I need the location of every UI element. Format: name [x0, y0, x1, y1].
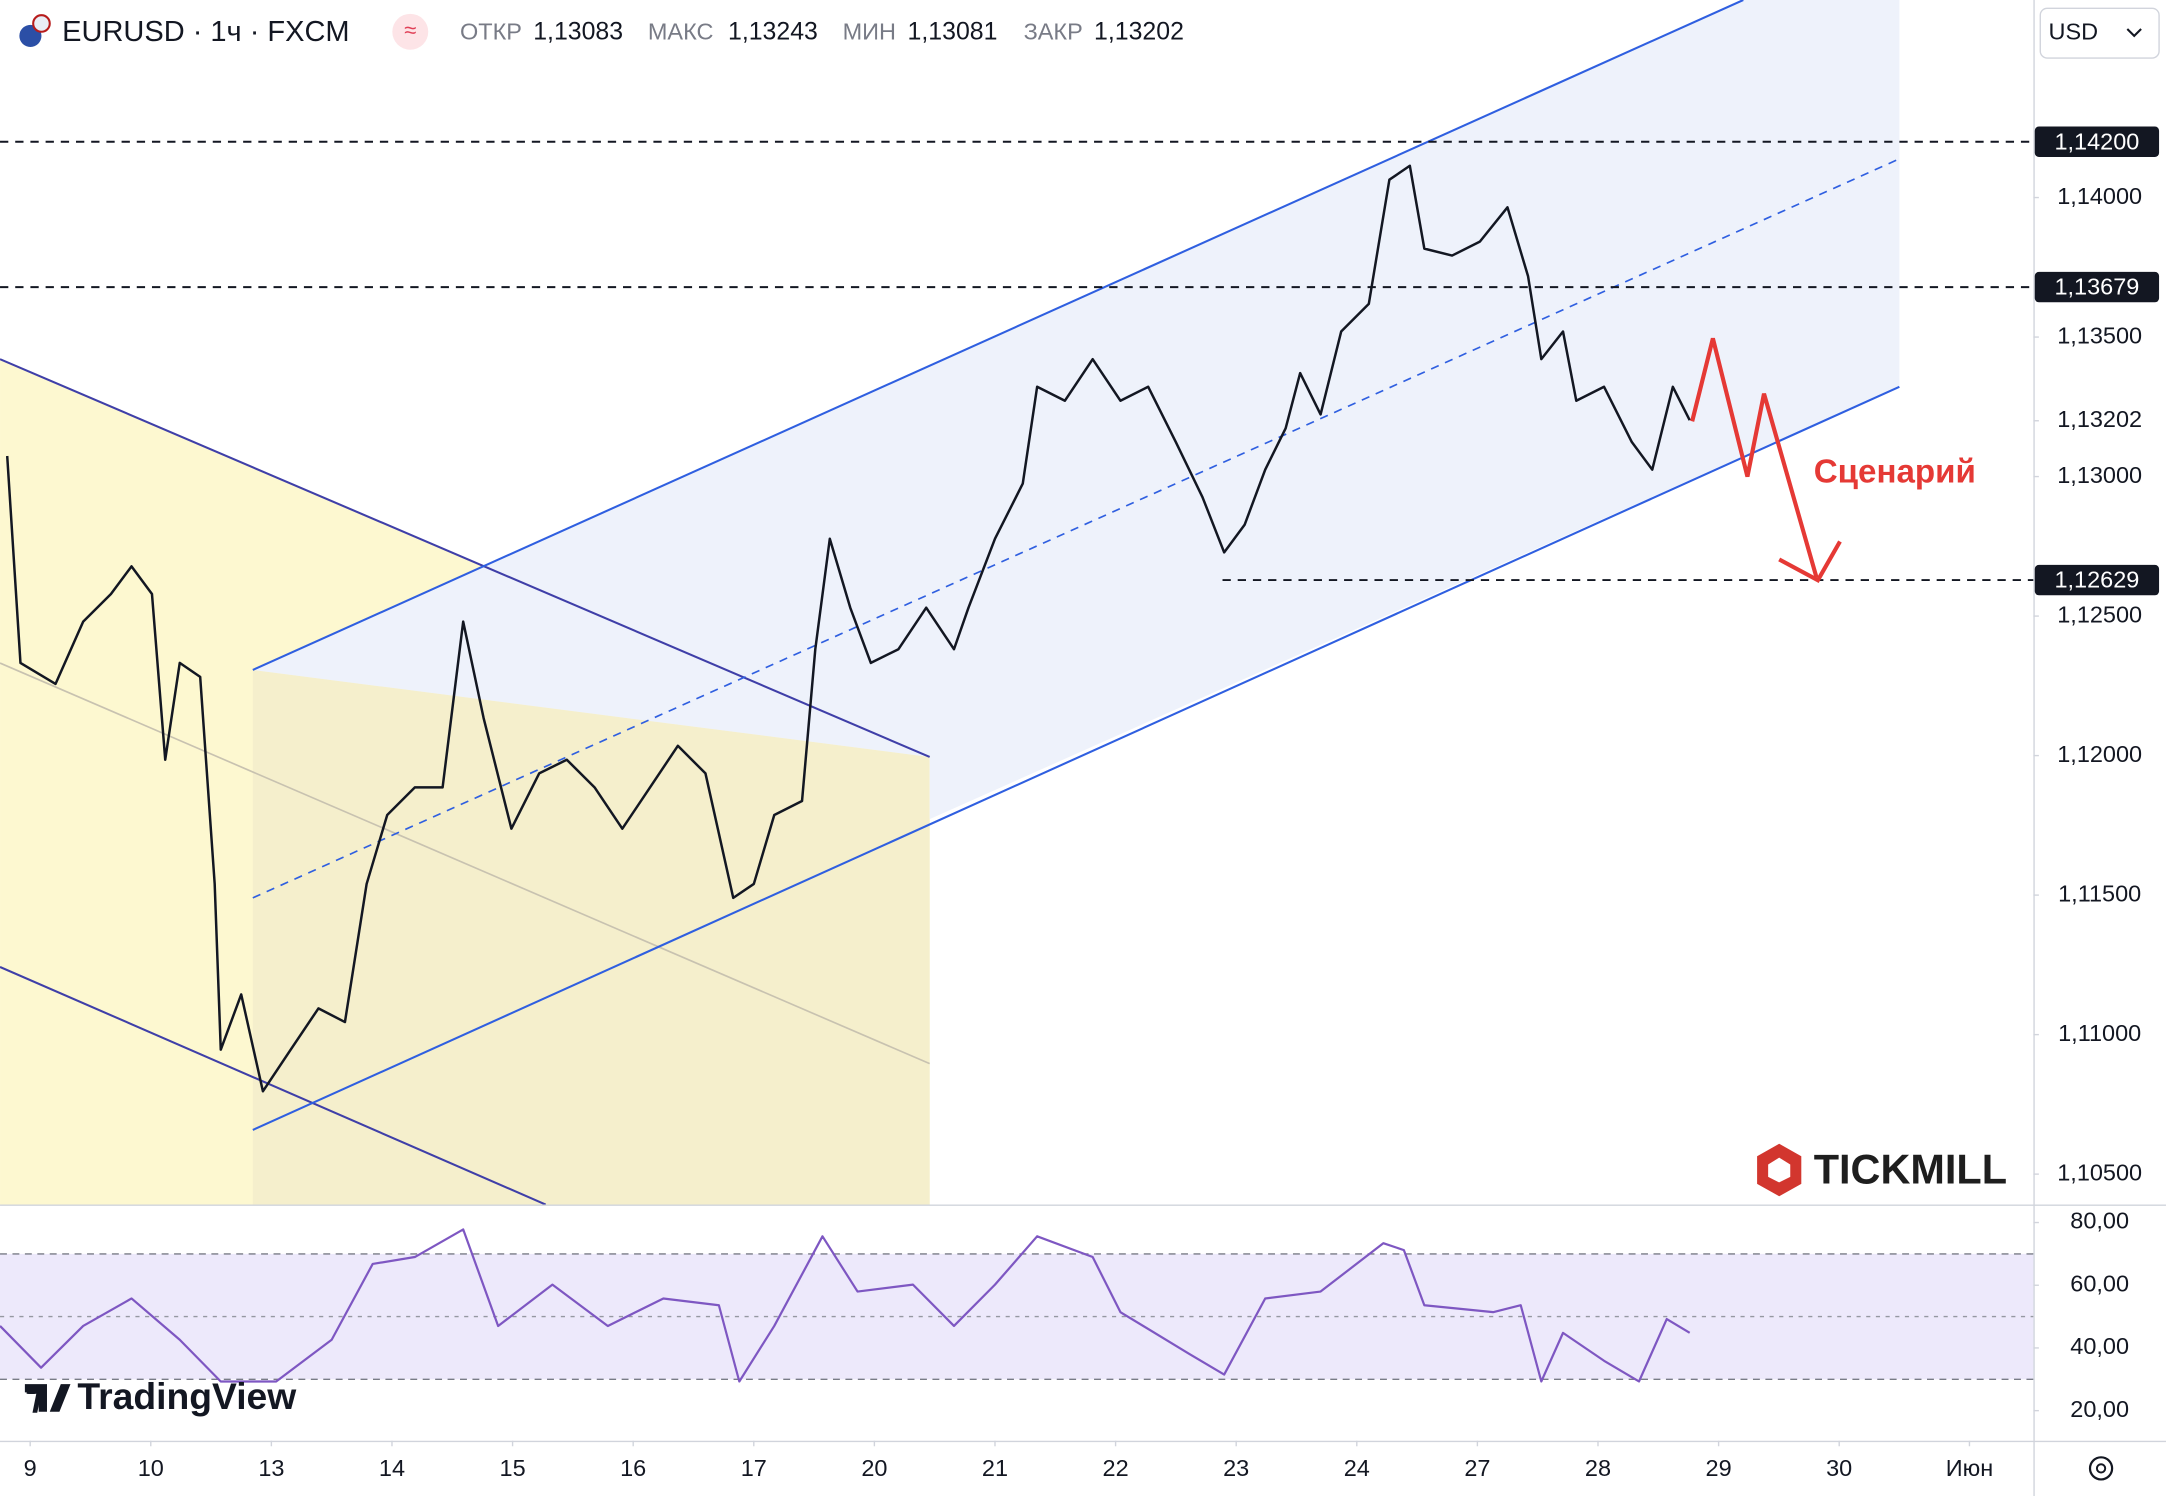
currency-chevron: [2126, 28, 2142, 38]
x-tick-label: 16: [620, 1455, 646, 1481]
x-tick-label: 20: [861, 1455, 887, 1481]
channel-line: [252, 385, 1900, 1131]
x-tick-label: 22: [1103, 1455, 1129, 1481]
brand-logo: [1768, 1157, 1791, 1183]
series-line: [5, 164, 1691, 1093]
brand: TICKMILL: [1814, 1146, 2007, 1193]
y-tick-label: 1,12500: [2057, 601, 2142, 627]
price-pane: [5, 164, 1691, 1093]
settings-icon[interactable]: [2088, 1456, 2114, 1481]
y-tick-label: 1,13500: [2057, 322, 2142, 348]
level-label-bg: [2034, 126, 2160, 157]
y-tick-label: 1,11000: [2058, 1020, 2141, 1046]
symbol-icon: [32, 14, 51, 33]
currency[interactable]: USD: [2049, 18, 2099, 44]
ohlc-label: МАКС: [648, 18, 714, 44]
level-label-bg: [2034, 564, 2160, 596]
x-tick-label: Июн: [1946, 1455, 1993, 1481]
x-tick-label: 14: [379, 1455, 405, 1481]
series-line: [0, 1228, 1691, 1383]
channel-fill: [252, 0, 1900, 820]
ohlc-value: 1,13243: [728, 18, 818, 46]
x-tick-label: 27: [1464, 1455, 1490, 1481]
levels: [0, 140, 2034, 582]
scenario-arrowhead: [1778, 540, 1842, 583]
y-tick-label: 60,00: [2070, 1270, 2129, 1296]
y-tick-label: 1,12000: [2057, 741, 2142, 767]
x-tick-label: 29: [1706, 1455, 1732, 1481]
ohlc-value: 1,13081: [908, 18, 998, 46]
level-label: 1,14200: [2054, 128, 2139, 154]
channel-mid: [252, 158, 1900, 899]
y-tick-label: 80,00: [2070, 1208, 2129, 1234]
y-tick-label: 1,13202: [2057, 406, 2142, 432]
y-tick-label: 40,00: [2070, 1333, 2129, 1359]
y-tick-label: 20,00: [2070, 1396, 2129, 1422]
currency-select[interactable]: [2039, 7, 2160, 59]
x-tick-label: 23: [1223, 1455, 1249, 1481]
x-tick-label: 9: [24, 1455, 37, 1481]
symbol[interactable]: EURUSD · 1ч · FXCM: [62, 16, 349, 48]
ohlc-label: ОТКР: [460, 18, 522, 44]
y-tick-label: 1,13000: [2057, 462, 2142, 488]
channel-line: [0, 965, 547, 1206]
ohlc-label: МИН: [843, 18, 896, 44]
channel-fill: [252, 669, 930, 1205]
x-tick-label: 24: [1344, 1455, 1370, 1481]
y-tick-label: 1,14000: [2057, 183, 2142, 209]
level-label: 1,12629: [2054, 567, 2139, 593]
x-tick-label: 30: [1826, 1455, 1852, 1481]
rsi-pane: [0, 1228, 2034, 1383]
settings-icon[interactable]: [2095, 1463, 2107, 1474]
y-tick-label: 1,11500: [2058, 880, 2141, 906]
tv-logo: [24, 1384, 71, 1412]
watermark: TradingView: [77, 1375, 297, 1417]
channel-line: [252, 0, 1744, 671]
scenario-path: [1690, 337, 1819, 578]
annotation: Сценарий: [1814, 454, 1976, 491]
y-tick-label: 1,10500: [2057, 1159, 2142, 1185]
ohlc-label: ЗАКР: [1024, 18, 1083, 44]
ohlc-value: 1,13202: [1094, 18, 1184, 46]
ohlc-value: 1,13083: [533, 18, 623, 46]
x-tick-label: 17: [741, 1455, 767, 1481]
x-tick-label: 10: [138, 1455, 164, 1481]
x-tick-label: 15: [500, 1455, 526, 1481]
x-tick-label: 28: [1585, 1455, 1611, 1481]
level-label-bg: [2034, 271, 2160, 303]
level-label: 1,13679: [2054, 274, 2139, 300]
channel-mid: [0, 662, 930, 1065]
status-icon: ≈: [404, 18, 416, 43]
header-bg: [0, 0, 1244, 64]
x-tick-label: 21: [982, 1455, 1008, 1481]
x-tick-label: 13: [258, 1455, 284, 1481]
channel-line: [0, 358, 931, 758]
status-icon: [392, 13, 429, 50]
